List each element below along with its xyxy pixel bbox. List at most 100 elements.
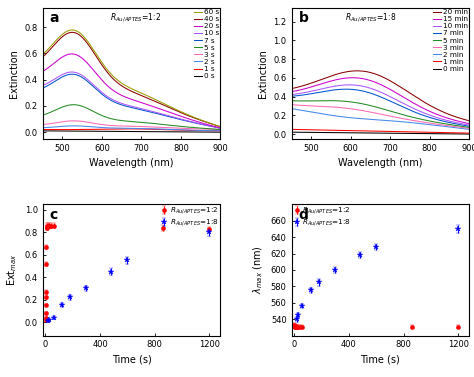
- 7 min: [289, 94, 294, 98]
- 7 min: [374, 93, 379, 97]
- 20 s: [125, 95, 130, 100]
- 20 min: [374, 72, 379, 77]
- 1 min: [373, 129, 379, 133]
- 7 min: [395, 102, 401, 107]
- Line: 7 min: 7 min: [292, 89, 469, 126]
- 0 min: [394, 131, 400, 136]
- 3 min: [385, 113, 391, 118]
- 7 min: [343, 87, 349, 92]
- 15 min: [374, 81, 380, 85]
- Line: 20 s: 20 s: [43, 54, 220, 128]
- 10 min: [466, 123, 472, 127]
- 40 s: [214, 123, 219, 128]
- Legend: $R_{Au/APTES}$=1:2, $R_{Au/APTES}$=1:8: $R_{Au/APTES}$=1:2, $R_{Au/APTES}$=1:8: [292, 205, 352, 229]
- 3 min: [462, 126, 468, 130]
- 0 s: [136, 129, 142, 134]
- Y-axis label: Extinction: Extinction: [258, 49, 268, 98]
- 60 s: [125, 84, 130, 89]
- 60 s: [69, 28, 75, 32]
- Line: 0 s: 0 s: [43, 131, 220, 132]
- 60 s: [40, 52, 46, 57]
- Text: $R_{Au/APTES}$=1:8: $R_{Au/APTES}$=1:8: [345, 11, 396, 24]
- 2 s: [214, 129, 219, 133]
- 1 s: [124, 127, 130, 131]
- 10 min: [435, 115, 440, 120]
- 40 s: [146, 97, 152, 101]
- 20 s: [40, 69, 46, 74]
- 7 s: [125, 104, 130, 109]
- 0 min: [374, 131, 380, 135]
- 2 s: [218, 129, 223, 133]
- 3 s: [186, 126, 191, 131]
- 15 min: [350, 75, 356, 80]
- 2 min: [434, 123, 440, 128]
- 5 min: [325, 98, 331, 103]
- Line: 5 s: 5 s: [43, 105, 220, 129]
- 3 min: [466, 126, 472, 131]
- 20 min: [466, 118, 472, 123]
- 0 min: [462, 132, 468, 136]
- 7 min: [385, 98, 391, 103]
- 5 s: [125, 119, 130, 123]
- 3 s: [218, 127, 223, 132]
- Y-axis label: $\lambda_{max}$ (nm): $\lambda_{max}$ (nm): [252, 245, 265, 294]
- 7 s: [126, 104, 131, 109]
- 20 min: [463, 118, 468, 122]
- 10 min: [385, 93, 391, 98]
- 20 min: [289, 86, 294, 91]
- 10 s: [214, 125, 219, 130]
- 10 s: [125, 103, 130, 107]
- 20 min: [374, 72, 380, 77]
- 40 s: [69, 30, 75, 35]
- 20 s: [186, 116, 191, 121]
- 0 s: [213, 130, 219, 135]
- 20 min: [435, 107, 440, 112]
- 5 s: [71, 103, 76, 107]
- 15 min: [374, 80, 379, 85]
- 7 s: [137, 107, 142, 112]
- 3 min: [394, 115, 400, 120]
- Line: 2 min: 2 min: [292, 109, 469, 129]
- 40 s: [186, 113, 191, 118]
- Legend: 60 s, 40 s, 20 s, 10 s, 7 s, 5 s, 3 s, 2 s, 1 s, 0 s: 60 s, 40 s, 20 s, 10 s, 7 s, 5 s, 3 s, 2…: [193, 8, 219, 80]
- Line: 0 min: 0 min: [292, 132, 469, 134]
- 3 min: [289, 103, 294, 107]
- 20 s: [146, 103, 152, 107]
- 2 min: [289, 106, 294, 111]
- 10 min: [374, 89, 380, 93]
- 3 s: [40, 122, 46, 127]
- 10 s: [137, 106, 142, 110]
- 1 s: [126, 127, 131, 131]
- 5 min: [466, 125, 472, 130]
- 7 min: [463, 123, 468, 128]
- 1 s: [214, 129, 219, 133]
- 1 s: [186, 128, 191, 133]
- 7 s: [186, 119, 191, 124]
- 2 min: [394, 119, 400, 124]
- 1 min: [289, 127, 294, 132]
- 1 min: [385, 129, 391, 134]
- 0 s: [185, 130, 191, 134]
- 15 min: [463, 121, 468, 125]
- 1 min: [466, 131, 472, 135]
- 20 s: [126, 96, 131, 101]
- 15 min: [289, 89, 294, 94]
- 0 s: [125, 129, 131, 134]
- 10 s: [186, 119, 191, 123]
- 5 s: [218, 127, 223, 132]
- 1 s: [125, 127, 131, 131]
- 7 s: [69, 72, 75, 77]
- 2 s: [71, 124, 77, 128]
- 10 min: [374, 88, 379, 93]
- 7 min: [466, 124, 472, 129]
- 3 s: [125, 124, 130, 129]
- 15 min: [385, 86, 391, 90]
- 0 min: [385, 131, 391, 135]
- Line: 3 s: 3 s: [43, 121, 220, 130]
- 10 min: [395, 98, 401, 103]
- 20 s: [69, 52, 75, 56]
- Legend: 20 min, 15 min, 10 min, 7 min, 5 min, 3 min, 2 min, 1 min, 0 min: 20 min, 15 min, 10 min, 7 min, 5 min, 3 …: [433, 8, 468, 73]
- 5 min: [374, 105, 379, 109]
- 40 s: [218, 124, 223, 129]
- 1 s: [146, 127, 152, 132]
